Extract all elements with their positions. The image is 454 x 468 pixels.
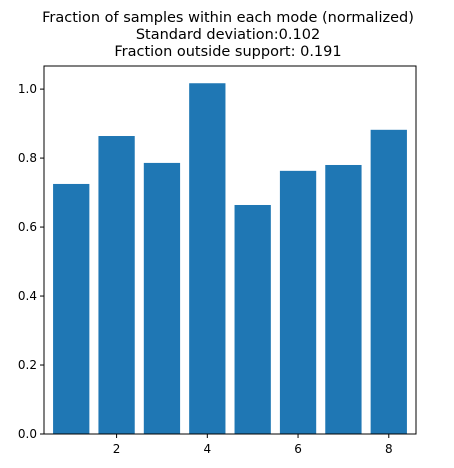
bar-1 bbox=[53, 183, 90, 434]
x-tick-label: 2 bbox=[113, 442, 121, 456]
bar-6 bbox=[279, 170, 317, 434]
y-tick-label: 0.4 bbox=[18, 289, 37, 303]
bar-8 bbox=[370, 129, 407, 434]
bar-7 bbox=[325, 164, 362, 434]
x-tick-label: 6 bbox=[294, 442, 302, 456]
bar-3 bbox=[143, 162, 181, 434]
chart-title-line-3: Fraction outside support: 0.191 bbox=[114, 44, 341, 60]
chart-title: Fraction of samples within each mode (no… bbox=[42, 10, 414, 60]
y-tick-label: 0.0 bbox=[18, 427, 37, 441]
x-axis: 2 4 6 8 bbox=[113, 434, 393, 456]
y-tick-label: 1.0 bbox=[18, 82, 37, 96]
x-tick-label: 8 bbox=[385, 442, 393, 456]
bar-4 bbox=[189, 83, 226, 434]
y-axis: 0.0 0.2 0.4 0.6 0.8 1.0 bbox=[18, 82, 44, 441]
x-tick-label: 4 bbox=[203, 442, 211, 456]
bar-2 bbox=[98, 136, 135, 434]
chart-title-line-1: Fraction of samples within each mode (no… bbox=[42, 10, 414, 26]
plot-frame bbox=[43, 65, 417, 435]
chart-title-line-2: Standard deviation:0.102 bbox=[136, 27, 320, 43]
bars-layer bbox=[53, 83, 407, 434]
y-tick-label: 0.8 bbox=[18, 151, 37, 165]
bar-5 bbox=[234, 204, 271, 434]
y-tick-label: 0.6 bbox=[18, 220, 37, 234]
y-tick-label: 0.2 bbox=[18, 358, 37, 372]
